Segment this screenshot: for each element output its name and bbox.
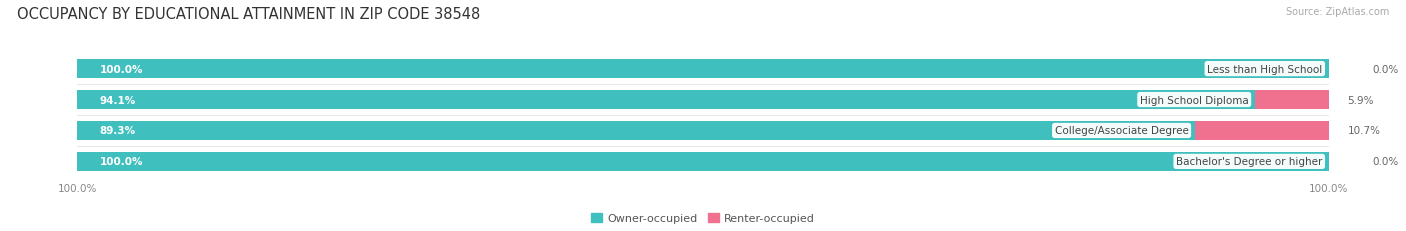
Bar xyxy=(1195,121,1329,140)
Text: 89.3%: 89.3% xyxy=(100,126,136,136)
Text: 100.0%: 100.0% xyxy=(100,157,143,167)
Text: 10.7%: 10.7% xyxy=(1347,126,1381,136)
Text: 0.0%: 0.0% xyxy=(1372,157,1399,167)
Text: High School Diploma: High School Diploma xyxy=(1140,95,1249,105)
Legend: Owner-occupied, Renter-occupied: Owner-occupied, Renter-occupied xyxy=(586,209,820,228)
Text: Less than High School: Less than High School xyxy=(1208,64,1323,74)
Text: 94.1%: 94.1% xyxy=(100,95,136,105)
Text: 100.0%: 100.0% xyxy=(100,64,143,74)
Bar xyxy=(77,121,1195,140)
Bar xyxy=(77,91,1254,110)
Bar xyxy=(77,60,1329,79)
Text: 0.0%: 0.0% xyxy=(1372,64,1399,74)
Bar xyxy=(77,91,1329,110)
Bar xyxy=(1329,60,1360,79)
Bar xyxy=(77,152,1329,171)
Bar xyxy=(1254,91,1329,110)
Text: Source: ZipAtlas.com: Source: ZipAtlas.com xyxy=(1285,7,1389,17)
Text: OCCUPANCY BY EDUCATIONAL ATTAINMENT IN ZIP CODE 38548: OCCUPANCY BY EDUCATIONAL ATTAINMENT IN Z… xyxy=(17,7,479,22)
Text: Bachelor's Degree or higher: Bachelor's Degree or higher xyxy=(1175,157,1323,167)
Text: College/Associate Degree: College/Associate Degree xyxy=(1054,126,1188,136)
Bar xyxy=(1329,152,1360,171)
Text: 5.9%: 5.9% xyxy=(1347,95,1374,105)
Bar xyxy=(77,121,1329,140)
Bar xyxy=(77,60,1329,79)
Bar xyxy=(77,152,1329,171)
